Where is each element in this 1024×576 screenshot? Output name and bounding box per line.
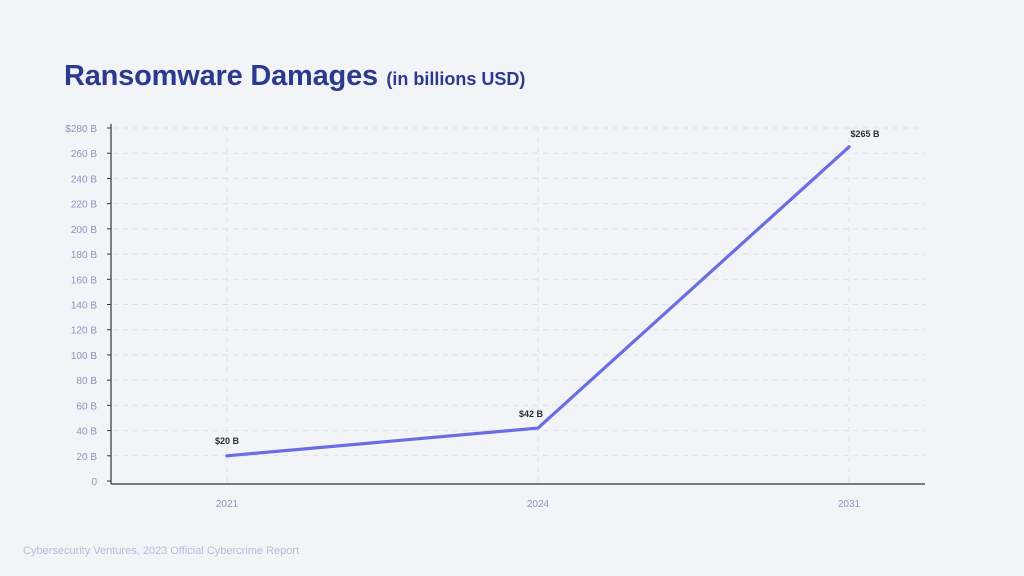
chart-title: Ransomware Damages <box>64 60 378 92</box>
x-tick-label: 2021 <box>216 499 239 510</box>
y-tick-label: 240 B <box>71 174 97 185</box>
x-tick-label: 2024 <box>527 499 550 510</box>
y-tick-label: 260 B <box>71 149 97 160</box>
data-label: $265 B <box>850 129 880 139</box>
y-tick-label: 40 B <box>76 427 97 438</box>
chart-title-block: Ransomware Damages (in billions USD) <box>64 60 525 93</box>
y-tick-label: 0 <box>91 477 97 488</box>
data-point <box>536 426 540 430</box>
y-tick-label: 140 B <box>71 301 97 312</box>
y-tick-label: 120 B <box>71 326 97 337</box>
y-tick-label: 220 B <box>71 200 97 211</box>
data-point <box>847 145 851 149</box>
source-note: Cybersecurity Ventures, 2023 Official Cy… <box>23 545 300 557</box>
y-tick-label: 100 B <box>71 351 97 362</box>
y-tick-label: 160 B <box>71 275 97 286</box>
chart-subtitle: (in billions USD) <box>386 69 526 89</box>
y-tick-label: 80 B <box>76 376 97 387</box>
data-label: $20 B <box>215 436 240 446</box>
y-tick-label: 180 B <box>71 250 97 261</box>
data-label: $42 B <box>519 409 544 419</box>
y-tick-label: 200 B <box>71 225 97 236</box>
data-point <box>225 454 229 458</box>
x-tick-label: 2031 <box>838 499 861 510</box>
y-tick-label: 20 B <box>76 452 97 463</box>
y-tick-label: $280 B <box>65 124 97 135</box>
y-tick-label: 60 B <box>76 401 97 412</box>
